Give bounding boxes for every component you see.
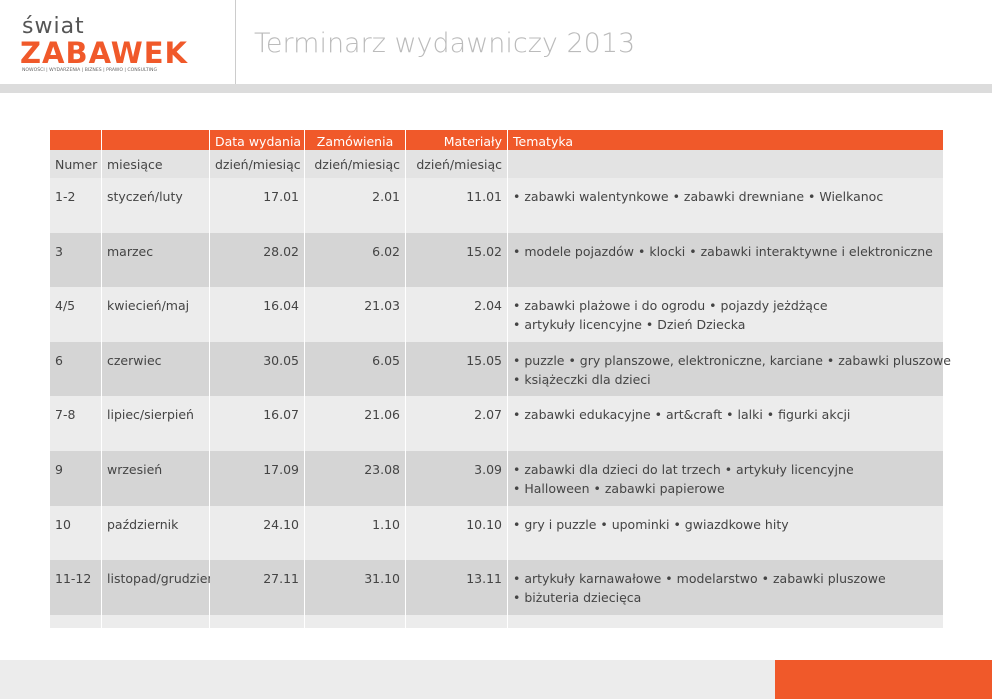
issue-date: 16.07 [210, 396, 305, 451]
issue-date: 17.01 [210, 178, 305, 233]
topic-line: • Halloween • zabawki papierowe [513, 481, 725, 496]
months: czerwiec [102, 341, 210, 397]
material-date: 11.01 [406, 178, 508, 233]
order-date: 21.06 [305, 396, 406, 451]
material-date: 10.10 [406, 505, 508, 561]
topics: • artykuły karnawałowe • modelarstwo • z… [508, 560, 944, 615]
issue-date: 24.10 [210, 505, 305, 561]
material-date: 2.07 [406, 396, 508, 451]
subheader-cell: dzień/miesiąc [406, 150, 508, 178]
issue-number: 4/5 [50, 287, 102, 342]
table-end [210, 614, 305, 628]
material-date: 2.04 [406, 287, 508, 342]
divider [235, 0, 236, 84]
subheader-cell: Numer [50, 150, 102, 178]
material-date: 3.09 [406, 451, 508, 506]
issue-number: 9 [50, 451, 102, 506]
order-date: 2.01 [305, 178, 406, 233]
issue-date: 17.09 [210, 451, 305, 506]
issue-number: 6 [50, 341, 102, 397]
issue-number: 11-12 [50, 560, 102, 615]
table-end [305, 614, 406, 628]
logo-top: świat [22, 14, 85, 39]
issue-number: 7-8 [50, 396, 102, 451]
header-cell: Tematyka [508, 130, 944, 150]
subheader-cell: dzień/miesiąc [305, 150, 406, 178]
months: styczeń/luty [102, 178, 210, 233]
topic-line: • zabawki plażowe i do ogrodu • pojazdy … [513, 298, 828, 314]
header-cell [50, 130, 102, 150]
order-date: 6.05 [305, 341, 406, 397]
table-end [406, 614, 508, 628]
subheader-cell [508, 150, 944, 178]
months: wrzesień [102, 451, 210, 506]
months: październik [102, 505, 210, 561]
material-date: 15.02 [406, 232, 508, 288]
material-date: 15.05 [406, 341, 508, 397]
header-cell: Materiały [406, 130, 508, 150]
order-date: 23.08 [305, 451, 406, 506]
topics: • zabawki plażowe i do ogrodu • pojazdy … [508, 287, 944, 342]
issue-number: 10 [50, 505, 102, 561]
header-cell [102, 130, 210, 150]
topics: • modele pojazdów • klocki • zabawki int… [508, 232, 944, 288]
topic-line: • biżuteria dziecięca [513, 590, 642, 606]
topics: • zabawki walentynkowe • zabawki drewnia… [508, 178, 944, 233]
topic-line: • gry i puzzle • upominki • gwiazdkowe h… [513, 516, 789, 532]
issue-date: 16.04 [210, 287, 305, 342]
topics: • zabawki dla dzieci do lat trzech • art… [508, 451, 944, 506]
topics: • puzzle • gry planszowe, elektroniczne,… [508, 341, 951, 397]
issue-number: 3 [50, 232, 102, 288]
issue-date: 28.02 [210, 232, 305, 288]
title: Terminarz wydawniczy 2013 [254, 28, 636, 59]
subheader-cell: dzień/miesiąc [210, 150, 305, 178]
order-date: 31.10 [305, 560, 406, 615]
table-end [508, 614, 944, 628]
topic-line: • książeczki dla dzieci [513, 371, 651, 387]
footer-accent [775, 660, 992, 699]
topic-line: • zabawki edukacyjne • art&craft • lalki… [513, 407, 851, 423]
header-cell: Zamówienia [305, 130, 406, 150]
logo-tagline: NOWOŚCI | WYDARZENIA | BIZNES | PRAWO | … [22, 68, 158, 73]
issue-date: 27.11 [210, 560, 305, 615]
topics: • zabawki edukacyjne • art&craft • lalki… [508, 396, 944, 451]
months: kwiecień/maj [102, 287, 210, 342]
table-end [50, 614, 102, 628]
issue-date: 30.05 [210, 341, 305, 397]
schedule-table: Data wydania Zamówienia Materiały Tematyka N… [50, 130, 951, 628]
months: listopad/grudzień [102, 560, 215, 615]
header-band [0, 84, 992, 93]
issue-number: 1-2 [50, 178, 102, 233]
subheader-cell: miesiące [102, 150, 210, 178]
order-date: 1.10 [305, 505, 406, 561]
order-date: 6.02 [305, 232, 406, 288]
topic-line: • artykuły licencyjne • Dzień Dziecka [513, 317, 746, 333]
material-date: 13.11 [406, 560, 508, 615]
table-end [102, 614, 210, 628]
topic-line: • zabawki walentynkowe • zabawki drewnia… [513, 189, 884, 204]
footer-band [0, 660, 775, 699]
topic-line: • modele pojazdów • klocki • zabawki int… [513, 243, 933, 259]
topic-line: • zabawki dla dzieci do lat trzech • art… [513, 462, 854, 477]
header-cell: Data wydania [210, 130, 305, 150]
topics: • gry i puzzle • upominki • gwiazdkowe h… [508, 505, 944, 561]
topic-line: • puzzle • gry planszowe, elektroniczne,… [513, 352, 951, 368]
months: marzec [102, 232, 210, 288]
months: lipiec/sierpień [102, 396, 210, 451]
topic-line: • artykuły karnawałowe • modelarstwo • z… [513, 571, 886, 587]
order-date: 21.03 [305, 287, 406, 342]
logo-main: ZABAWEK [20, 36, 188, 70]
